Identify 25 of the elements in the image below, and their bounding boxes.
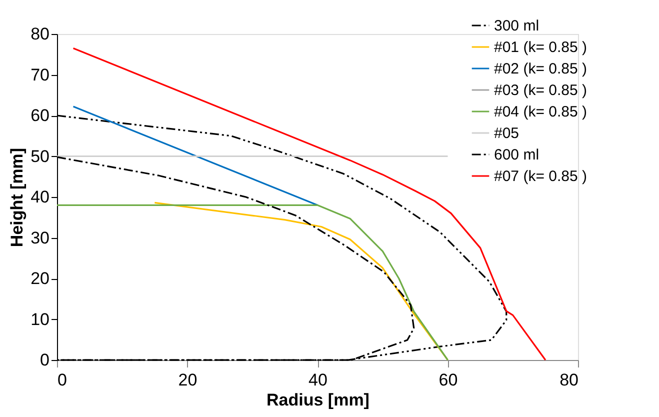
- y-tick-label: 30: [30, 228, 50, 248]
- x-tick-label: 40: [308, 370, 328, 390]
- x-tick-label: 60: [438, 370, 458, 390]
- x-tick-label: 80: [560, 370, 578, 390]
- y-tick-label: 20: [30, 269, 50, 288]
- y-tick-label: 40: [30, 188, 50, 206]
- legend-label: #05: [494, 125, 520, 142]
- x-tick-label: 20: [178, 370, 198, 390]
- legend-label: 300 ml: [494, 18, 540, 34]
- legend-label: 600 ml: [494, 146, 540, 164]
- legend-label: #07 (k= 0.85 ): [494, 168, 587, 185]
- y-tick-label: 80: [30, 24, 50, 44]
- line-series: [56, 204, 449, 361]
- legend-label: #04 (k= 0.85 ): [494, 104, 587, 120]
- x-axis-title: Radius [mm]: [266, 390, 370, 410]
- x-tick-label: 0: [58, 370, 67, 390]
- y-tick-label: 10: [30, 310, 50, 329]
- y-tick-label: 60: [30, 106, 50, 125]
- y-axis-title: Height [mm]: [8, 148, 27, 248]
- y-tick-label: 50: [30, 146, 50, 166]
- y-tick-label: 70: [30, 65, 50, 84]
- legend-label: #02 (k= 0.85 ): [494, 60, 587, 78]
- legend-label: #03 (k= 0.85 ): [494, 82, 587, 99]
- legend-label: #01 (k= 0.85 ): [494, 39, 587, 56]
- y-tick-label: 0: [40, 350, 50, 370]
